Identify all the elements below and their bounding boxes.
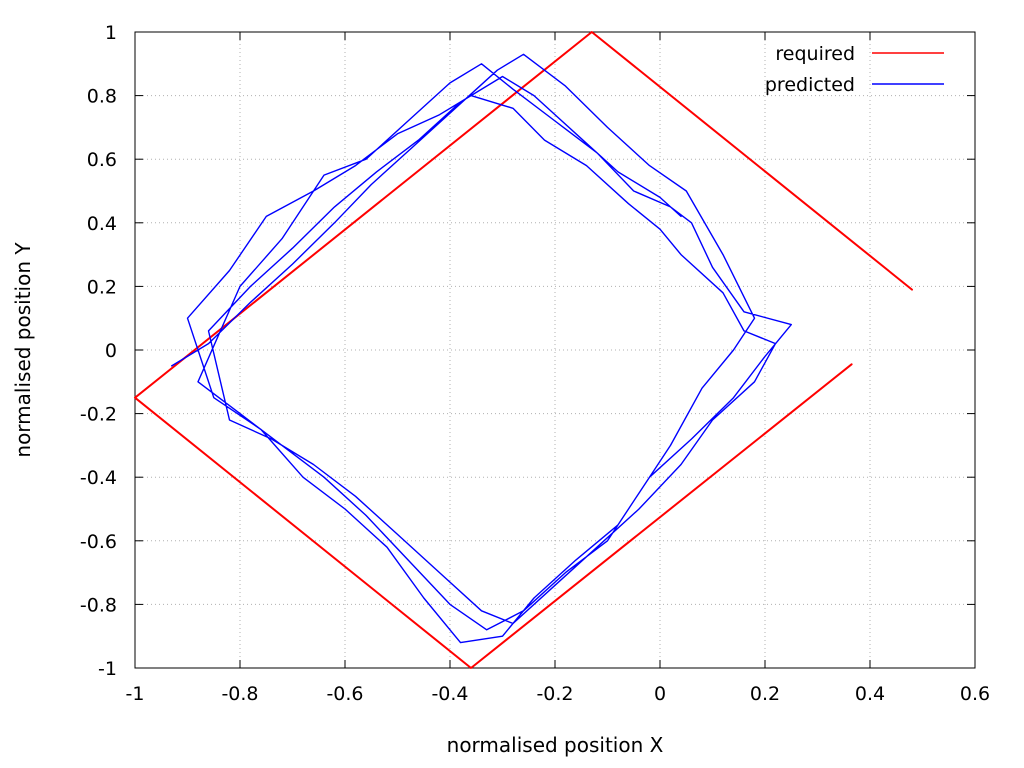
y-tick-label: 0.6 [87, 149, 117, 171]
y-tick-label: 0 [105, 340, 117, 362]
legend: required predicted [765, 43, 944, 96]
x-tick-label: 0 [654, 683, 666, 705]
x-tick-label: 0.4 [855, 683, 885, 705]
x-tick-label: -0.6 [326, 683, 363, 705]
x-axis-title: normalised position X [447, 733, 664, 757]
x-tick-labels: -1 -0.8 -0.6 -0.4 -0.2 0 0.2 0.4 0.6 [126, 683, 991, 705]
x-tick-label: -1 [126, 683, 145, 705]
x-tick-label: 0.6 [960, 683, 990, 705]
x-tick-label: -0.4 [431, 683, 468, 705]
y-tick-label: -0.6 [80, 531, 117, 553]
y-tick-label: 0.2 [87, 276, 117, 298]
grid [134, 31, 976, 669]
y-tick-label: -0.8 [80, 594, 117, 616]
legend-label-required: required [775, 43, 855, 65]
x-tick-label: 0.2 [750, 683, 780, 705]
legend-label-predicted: predicted [765, 74, 855, 96]
y-tick-label: -1 [98, 658, 117, 680]
series-layer [134, 31, 913, 669]
y-axis-title: normalised position Y [11, 242, 35, 458]
x-tick-label: -0.8 [221, 683, 258, 705]
y-tick-label: 0.8 [87, 86, 117, 108]
y-tick-labels: -1 -0.8 -0.6 -0.4 -0.2 0 0.2 0.4 0.6 0.8 1 [80, 22, 117, 680]
y-tick-label: -0.4 [80, 467, 117, 489]
series-predicted-line [171, 53, 792, 644]
ticks [134, 31, 976, 669]
y-tick-label: 1 [105, 22, 117, 44]
x-tick-label: -0.2 [536, 683, 573, 705]
y-tick-label: 0.4 [87, 213, 117, 235]
y-tick-label: -0.2 [80, 404, 117, 426]
series-required-line [134, 31, 913, 669]
